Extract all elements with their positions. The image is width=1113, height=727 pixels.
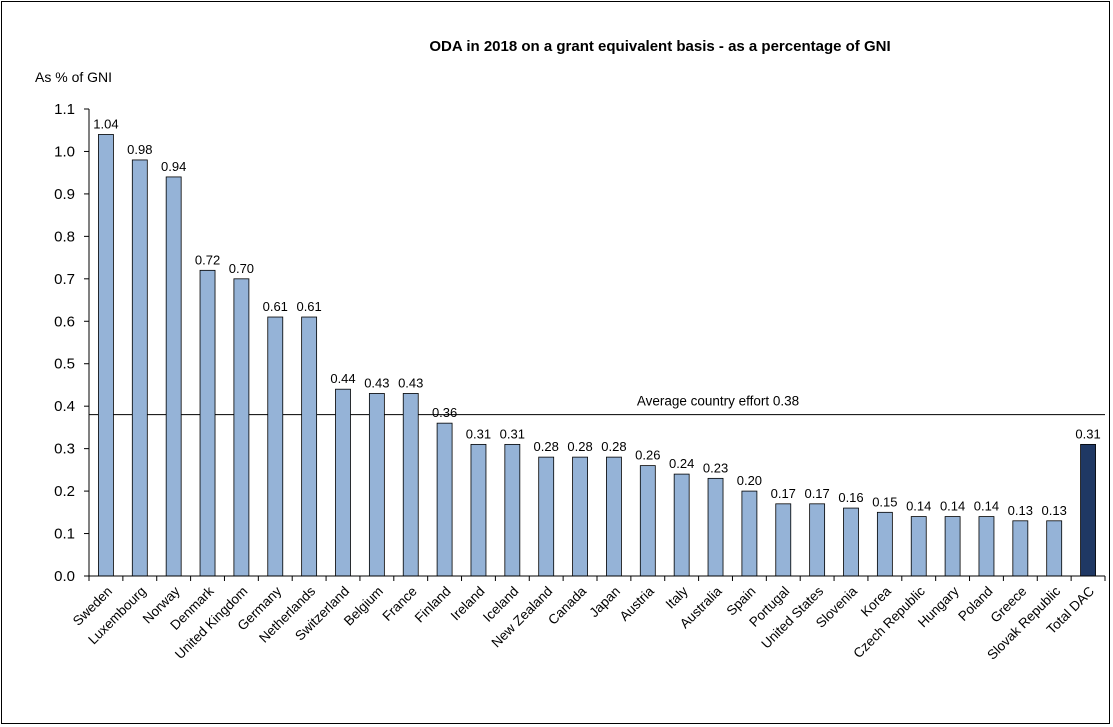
- bar: [335, 388, 351, 577]
- bar: [741, 490, 758, 577]
- data-label: 0.14: [940, 499, 965, 514]
- data-label: 0.24: [669, 456, 694, 471]
- y-tick-label: 0.8: [54, 228, 75, 245]
- bar: [707, 477, 724, 577]
- data-label: 0.23: [703, 460, 728, 475]
- bar: [876, 511, 893, 577]
- y-tick-label: 0.3: [54, 441, 75, 458]
- data-label: 0.13: [1042, 503, 1067, 518]
- bar: [504, 443, 521, 577]
- bar: [572, 456, 588, 577]
- y-axis-label: As % of GNI: [35, 69, 112, 85]
- y-tick-label: 1.1: [54, 101, 75, 118]
- data-label: 0.26: [635, 448, 660, 463]
- y-tick-label: 1.0: [54, 143, 75, 160]
- data-label: 0.43: [364, 375, 389, 390]
- data-label: 0.17: [771, 486, 796, 501]
- data-label: 0.20: [737, 473, 762, 488]
- bar: [910, 516, 927, 577]
- data-label: 0.72: [195, 252, 220, 267]
- bar: [538, 456, 555, 577]
- bar: [233, 278, 250, 577]
- data-label: 0.94: [161, 159, 186, 174]
- bar: [368, 393, 385, 577]
- data-label: 0.61: [263, 299, 288, 314]
- data-label: 0.14: [974, 499, 999, 514]
- x-tick-label: Canada: [545, 583, 589, 627]
- data-label: 0.61: [296, 299, 321, 314]
- data-label: 0.31: [500, 426, 525, 441]
- chart-title: ODA in 2018 on a grant equivalent basis …: [429, 38, 890, 55]
- bar: [843, 507, 859, 577]
- y-tick-label: 0.4: [54, 398, 75, 415]
- bar: [775, 503, 792, 577]
- bar: [606, 456, 622, 577]
- bar: [809, 503, 826, 577]
- y-tick-label: 0.2: [54, 483, 75, 500]
- x-tick-label: Italy: [663, 583, 691, 611]
- bar: [470, 443, 487, 577]
- bar: [978, 516, 995, 577]
- average-line-label: Average country effort 0.38: [637, 394, 799, 409]
- data-label: 0.98: [127, 142, 152, 157]
- bars: 1.04 0.98 0.94 0.72 0.70 0.61 0.61 0.44 0.43 0.43…: [93, 116, 1101, 577]
- data-label: 0.28: [601, 439, 626, 454]
- y-tick-label: 0.7: [54, 271, 75, 288]
- y-tick-label: 0.9: [54, 186, 75, 203]
- y-tick-label: 0.1: [54, 526, 75, 543]
- data-label: 0.44: [330, 371, 355, 386]
- data-label: 0.31: [1075, 426, 1100, 441]
- bar: [1012, 520, 1029, 577]
- data-label: 0.28: [534, 439, 559, 454]
- bar: [639, 465, 656, 577]
- data-label: 0.17: [804, 486, 829, 501]
- data-label: 0.13: [1008, 503, 1033, 518]
- bar: [1046, 520, 1063, 577]
- x-tick-label: Finland: [412, 584, 454, 626]
- bar: [673, 473, 690, 577]
- bar: [1080, 443, 1096, 577]
- data-label: 0.31: [466, 426, 491, 441]
- bar: [165, 176, 182, 577]
- bar: [301, 316, 318, 577]
- y-tick-label: 0.5: [54, 356, 75, 373]
- bar: [436, 422, 453, 577]
- bar: [199, 269, 216, 577]
- average-reference: Average country effort 0.38: [89, 394, 1105, 416]
- y-tick-label: 0.6: [54, 313, 75, 330]
- y-tick-label: 0.0: [54, 568, 75, 585]
- bar: [944, 516, 961, 577]
- x-tick-label: Austria: [617, 583, 658, 624]
- data-label: 0.15: [872, 494, 897, 509]
- bar: [131, 159, 148, 577]
- bar: [98, 134, 114, 577]
- bar: [402, 393, 419, 577]
- x-tick-label: Ireland: [448, 584, 488, 624]
- data-label: 0.14: [906, 499, 931, 514]
- data-label: 0.43: [398, 375, 423, 390]
- data-label: 0.36: [432, 405, 457, 420]
- data-label: 0.70: [229, 261, 254, 276]
- data-label: 0.28: [567, 439, 592, 454]
- data-label: 0.16: [838, 490, 863, 505]
- data-label: 1.04: [93, 116, 118, 131]
- bar: [267, 316, 284, 577]
